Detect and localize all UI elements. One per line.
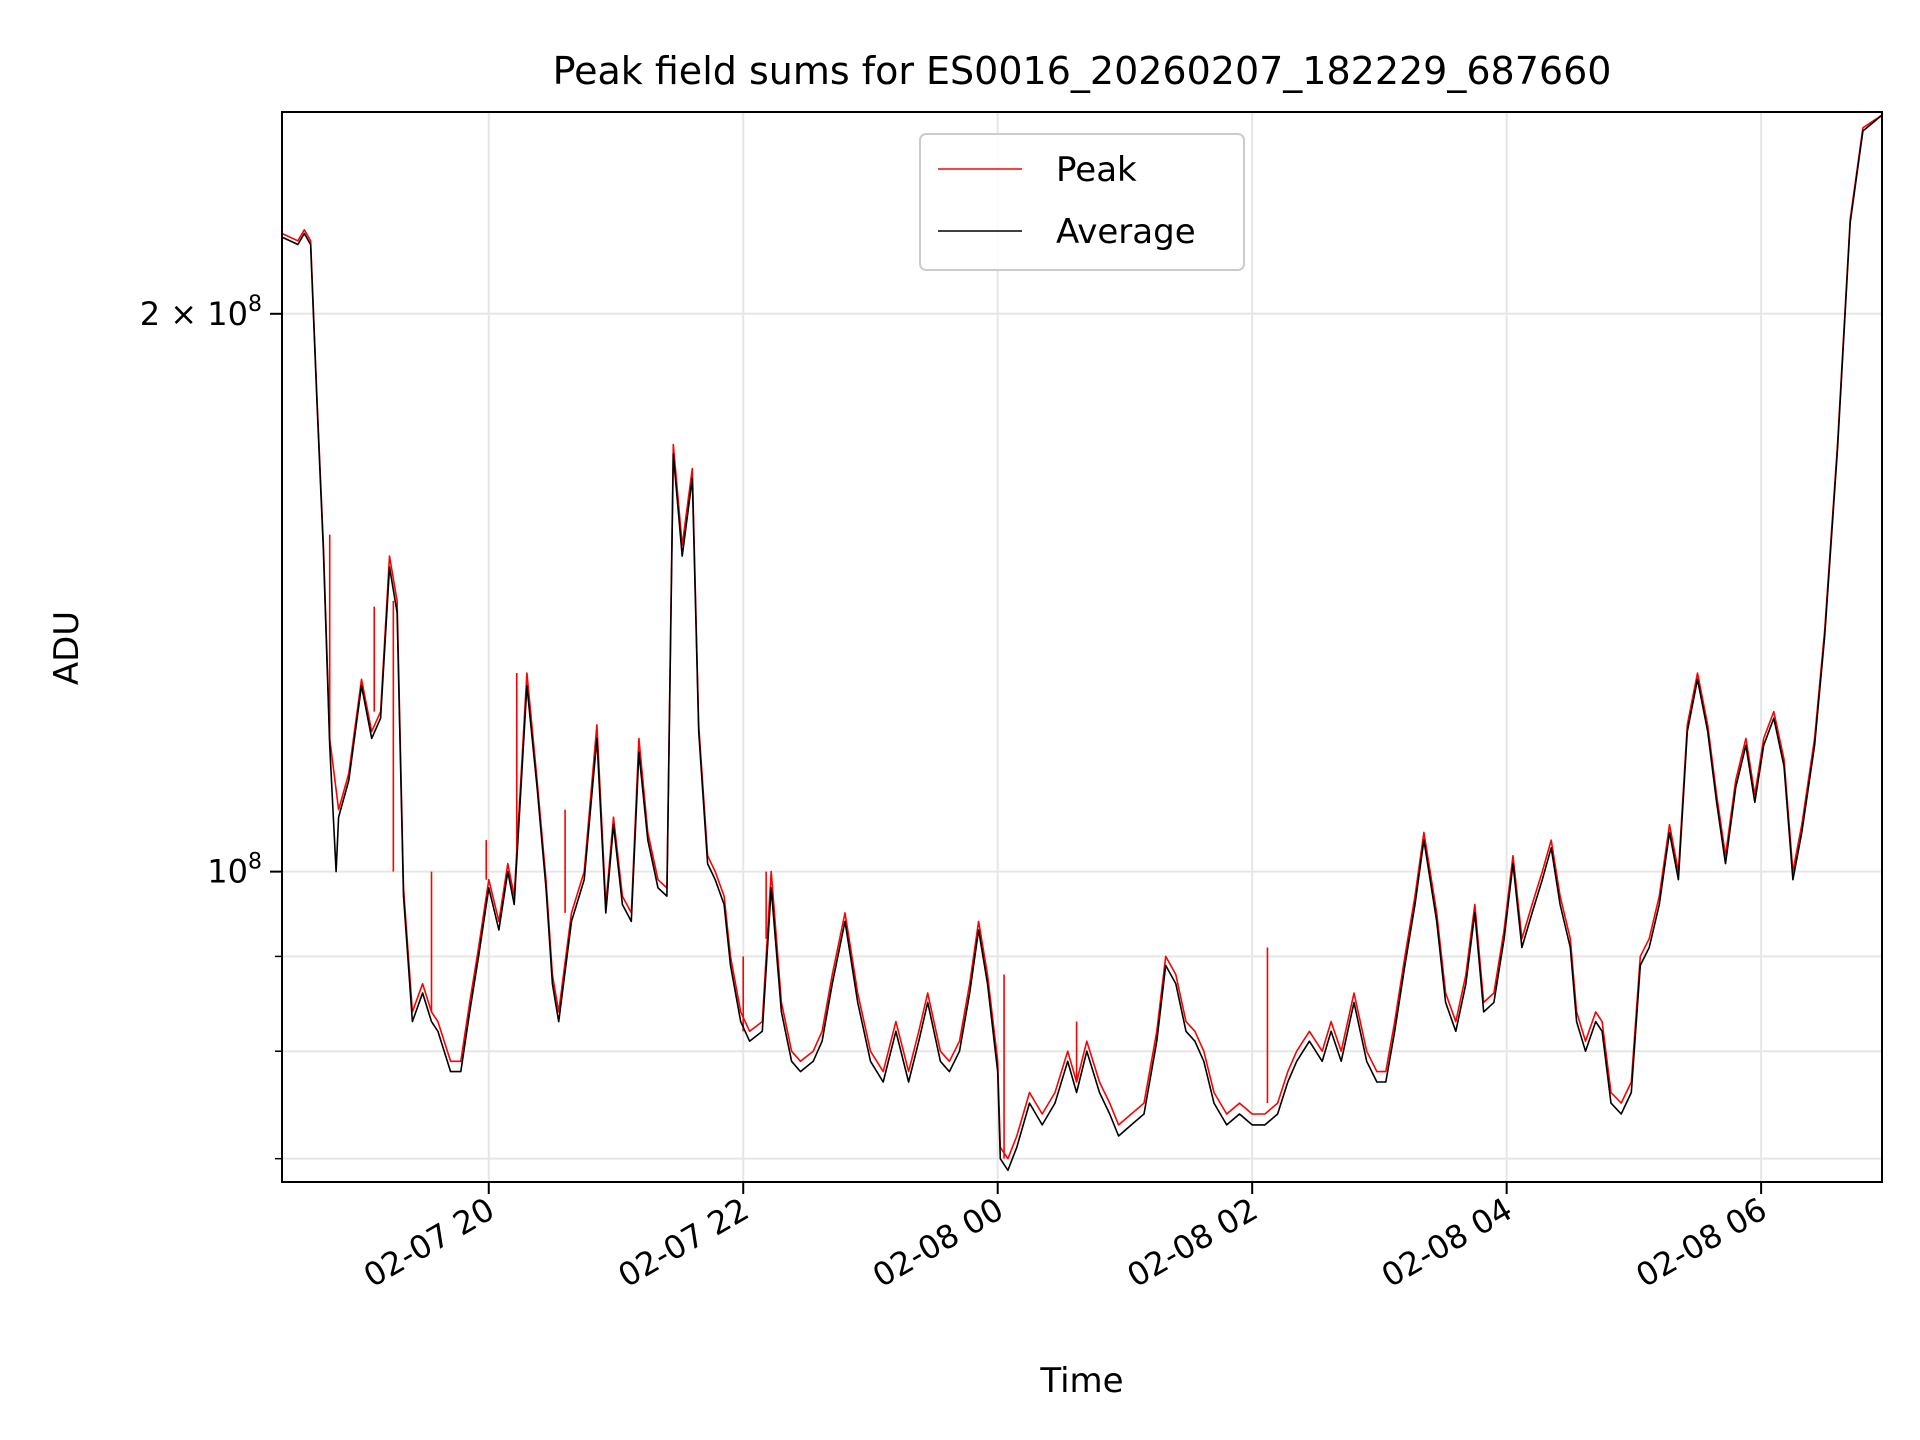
legend: Peak Average <box>919 133 1245 271</box>
legend-average-label: Average <box>1056 212 1196 252</box>
series-layer <box>281 114 1883 1172</box>
plot-frame <box>281 111 1883 1183</box>
y-axis-label: ADU <box>47 611 87 685</box>
x-axis-label: Time <box>1039 1361 1123 1401</box>
series-line-average <box>281 114 1883 1172</box>
legend-box <box>919 133 1245 271</box>
grid-layer <box>282 112 1882 1182</box>
legend-peak-label: Peak <box>1056 150 1137 190</box>
y-tick-label: 2 × 108 <box>140 292 262 333</box>
chart-title: Peak field sums for ES0016_20260207_1822… <box>553 49 1612 93</box>
